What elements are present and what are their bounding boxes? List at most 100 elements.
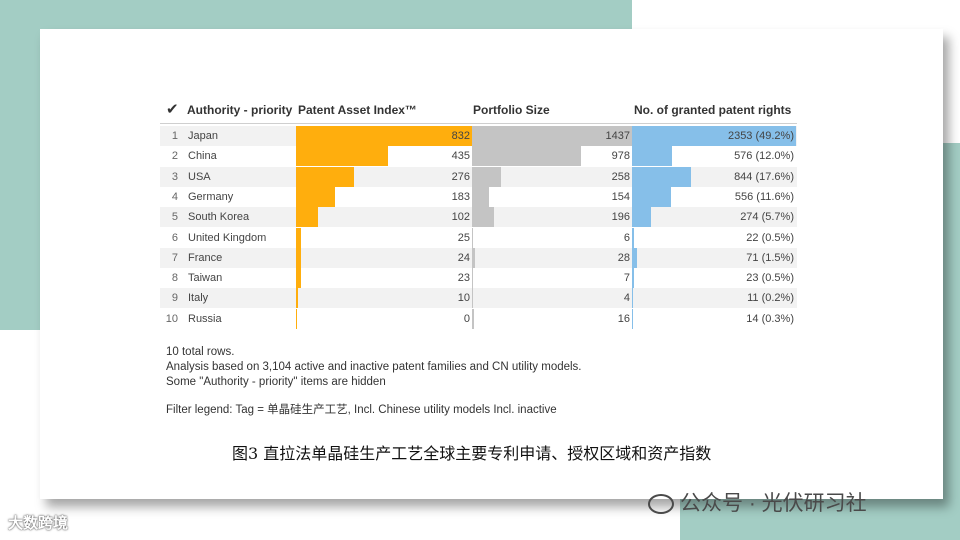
row-authority-label: China [188,150,217,163]
pai-bar [296,146,389,167]
note-hidden-items: Some "Authority - priority" items are hi… [166,376,386,388]
gp-value-label: 23 (0.5%) [746,272,794,285]
gp-value-label: 22 (0.5%) [746,231,794,244]
pai-bar [296,207,318,228]
ps-value-label: 16 [617,312,630,325]
ps-axis-line [472,288,473,309]
row-authority-label: USA [188,170,211,183]
table-row[interactable]: 9 Italy 10 4 11 (0.2%) [160,288,797,309]
row-authority-label: Italy [188,292,209,305]
note-total-rows: 10 total rows. [166,346,235,358]
ps-bar [472,186,490,207]
pai-bar [296,186,335,207]
table-row[interactable]: 10 Russia 0 16 14 (0.3%) [160,308,797,329]
ps-value-label: 6 [623,231,630,244]
ps-value-label: 196 [611,211,630,224]
gp-bar [632,268,634,289]
pai-bar [296,247,302,268]
table-row[interactable]: 1 Japan 832 1437 2353 (49.2%) [160,126,797,146]
table-header: ✔ Authority - priority Patent Asset Inde… [160,97,797,124]
ps-value-label: 154 [611,190,630,203]
pai-axis-line [296,308,297,329]
pai-value-label: 25 [457,231,470,244]
figure-caption: 图3 直拉法单晶硅生产工艺全球主要专利申请、授权区域和资产指数 [232,444,712,463]
gp-bar [632,146,673,167]
pai-value-label: 23 [457,272,470,285]
ps-bar [472,268,473,289]
row-rank: 4 [171,190,178,203]
gp-value-label: 71 (1.5%) [746,251,794,264]
row-rank: 7 [171,251,178,264]
ps-value-label: 258 [611,170,630,183]
pai-bar [296,126,472,146]
table-row[interactable]: 4 Germany 183 154 556 (11.6%) [160,186,797,207]
ps-bar [472,126,632,146]
ps-bar [472,227,473,248]
ps-value-label: 1437 [605,130,630,142]
pai-value-label: 102 [451,211,470,224]
pai-bar [296,268,301,289]
row-authority-label: France [188,251,223,264]
row-authority-label: Taiwan [188,272,223,285]
pai-value-label: 0 [463,312,470,325]
table-row[interactable]: 8 Taiwan 23 7 23 (0.5%) [160,268,797,289]
row-rank: 1 [171,130,178,142]
table-row[interactable]: 5 South Korea 102 196 274 (5.7%) [160,207,797,228]
column-header-portfolio-size[interactable]: Portfolio Size [473,103,550,117]
table-row[interactable]: 6 United Kingdom 25 6 22 (0.5%) [160,227,797,248]
row-authority-label: United Kingdom [188,231,267,244]
wechat-icon [648,494,674,515]
gp-value-label: 576 (12.0%) [734,150,794,163]
row-authority-label: Germany [188,190,234,203]
pai-value-label: 183 [451,190,470,203]
gp-value-label: 2353 (49.2%) [727,130,794,142]
ps-value-label: 7 [623,272,630,285]
table-row[interactable]: 7 France 24 28 71 (1.5%) [160,247,797,268]
gp-bar [632,186,671,207]
ps-bar [472,308,474,329]
gp-bar [632,207,652,228]
gp-value-label: 274 (5.7%) [740,211,794,224]
column-header-patent-asset-index[interactable]: Patent Asset Index™ [298,103,417,117]
table-row[interactable]: 3 USA 276 258 844 (17.6%) [160,166,797,187]
table-row[interactable]: 2 China 435 978 576 (12.0%) [160,146,797,167]
row-authority-label: South Korea [188,211,250,224]
row-rank: 8 [171,272,178,285]
pai-value-label: 276 [451,170,470,183]
pai-value-label: 832 [451,130,470,142]
row-rank: 9 [171,292,178,305]
ps-bar [472,247,476,268]
pai-bar [296,166,355,187]
ps-bar [472,207,494,228]
ps-bar [472,166,501,187]
ps-value-label: 28 [617,251,630,264]
row-rank: 6 [171,231,178,244]
ps-value-label: 978 [611,150,630,163]
row-rank: 10 [165,312,178,325]
note-analysis-basis: Analysis based on 3,104 active and inact… [166,361,582,373]
pai-value-label: 435 [451,150,470,163]
table-notes: 10 total rows. Analysis based on 3,104 a… [166,345,582,390]
row-rank: 5 [171,211,178,224]
gp-bar [632,227,634,248]
watermark-right: 公众号 · 光伏研习社 [648,487,867,517]
gp-value-label: 556 (11.6%) [734,190,794,203]
gp-bar [632,308,633,329]
pai-value-label: 24 [457,251,470,264]
filter-legend: Filter legend: Tag = 单晶硅生产工艺, Incl. Chin… [166,404,557,416]
row-authority-label: Russia [188,312,222,325]
checkmark-icon[interactable]: ✔ [166,101,179,118]
pai-bar [296,227,302,248]
gp-bar [632,288,633,309]
column-header-granted-patents[interactable]: No. of granted patent rights [634,103,792,117]
ps-value-label: 4 [623,292,630,305]
gp-value-label: 14 (0.3%) [746,312,794,325]
column-header-authority[interactable]: Authority - priority [187,103,293,117]
row-authority-label: Japan [188,130,218,142]
gp-value-label: 844 (17.6%) [734,170,794,183]
watermark-right-text: 公众号 · 光伏研习社 [680,492,867,515]
row-rank: 3 [171,170,178,183]
gp-bar [632,247,637,268]
ps-bar [472,146,581,167]
pai-value-label: 10 [457,292,470,305]
